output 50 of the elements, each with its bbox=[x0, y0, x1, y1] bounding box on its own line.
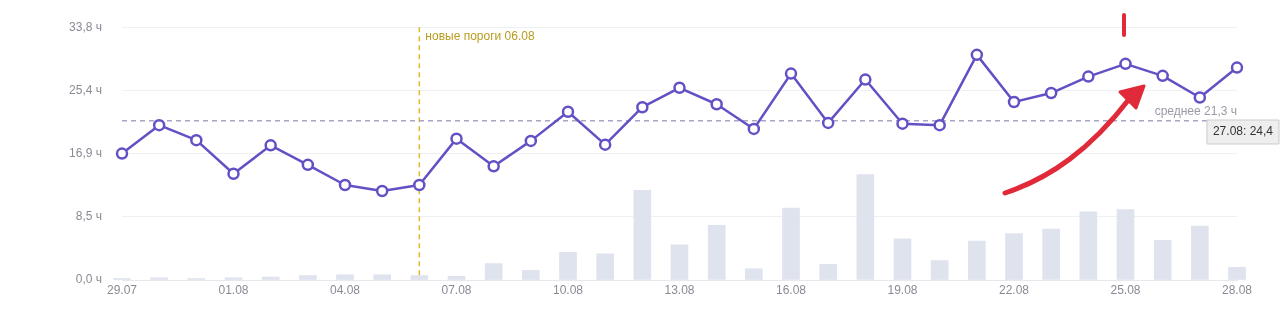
x-tick-label: 29.07 bbox=[106, 282, 138, 297]
x-tick-label: 19.08 bbox=[887, 282, 918, 297]
x-tick-label: 16.08 bbox=[775, 282, 807, 297]
ref-line-label: среднее 21,3 ч bbox=[1154, 104, 1237, 118]
x-tick-label: 25.08 bbox=[1110, 282, 1141, 297]
x-tick-label: 13.08 bbox=[664, 282, 695, 297]
point bbox=[301, 158, 315, 172]
point bbox=[375, 184, 389, 198]
y-tick-label: 25,4 ч bbox=[69, 82, 102, 97]
x-tick-label: 07.08 bbox=[441, 282, 472, 297]
point bbox=[190, 133, 203, 147]
point bbox=[598, 138, 612, 151]
ref-line-label: новые пороги 06.08 bbox=[425, 28, 535, 43]
point bbox=[115, 147, 129, 160]
point bbox=[1007, 95, 1021, 109]
point bbox=[821, 116, 835, 130]
point bbox=[413, 178, 426, 192]
point bbox=[747, 122, 761, 136]
annotation: 27.08: 24,4 bbox=[1212, 124, 1274, 139]
x-tick-label: 04.08 bbox=[329, 282, 361, 297]
point bbox=[450, 132, 463, 145]
y-tick-label: 33,8 ч bbox=[69, 19, 102, 34]
point bbox=[1230, 61, 1244, 74]
y-tick-label: 16,9 ч bbox=[69, 145, 102, 160]
point bbox=[710, 97, 723, 111]
x-tick-label: 28.08 bbox=[1221, 282, 1253, 297]
point bbox=[1193, 91, 1207, 104]
x-tick-label: 10.08 bbox=[552, 282, 584, 297]
point bbox=[636, 100, 649, 114]
point bbox=[487, 160, 500, 173]
point bbox=[1156, 69, 1169, 83]
point bbox=[1119, 57, 1132, 71]
point bbox=[784, 67, 798, 80]
point bbox=[561, 105, 575, 118]
x-tick-label: 01.08 bbox=[218, 282, 249, 297]
point bbox=[859, 73, 872, 86]
point bbox=[970, 48, 984, 62]
point bbox=[264, 139, 277, 152]
point bbox=[524, 134, 538, 148]
point bbox=[1082, 70, 1095, 83]
point bbox=[1044, 86, 1058, 100]
x-tick-label: 22.08 bbox=[998, 282, 1030, 297]
point bbox=[338, 178, 352, 192]
point bbox=[896, 117, 909, 130]
y-tick-label: 8,5 ч bbox=[75, 209, 102, 224]
y-tick-label: 0,0 ч bbox=[75, 272, 102, 287]
point bbox=[673, 81, 686, 95]
point bbox=[227, 167, 240, 181]
point bbox=[933, 118, 946, 132]
point bbox=[152, 118, 166, 132]
